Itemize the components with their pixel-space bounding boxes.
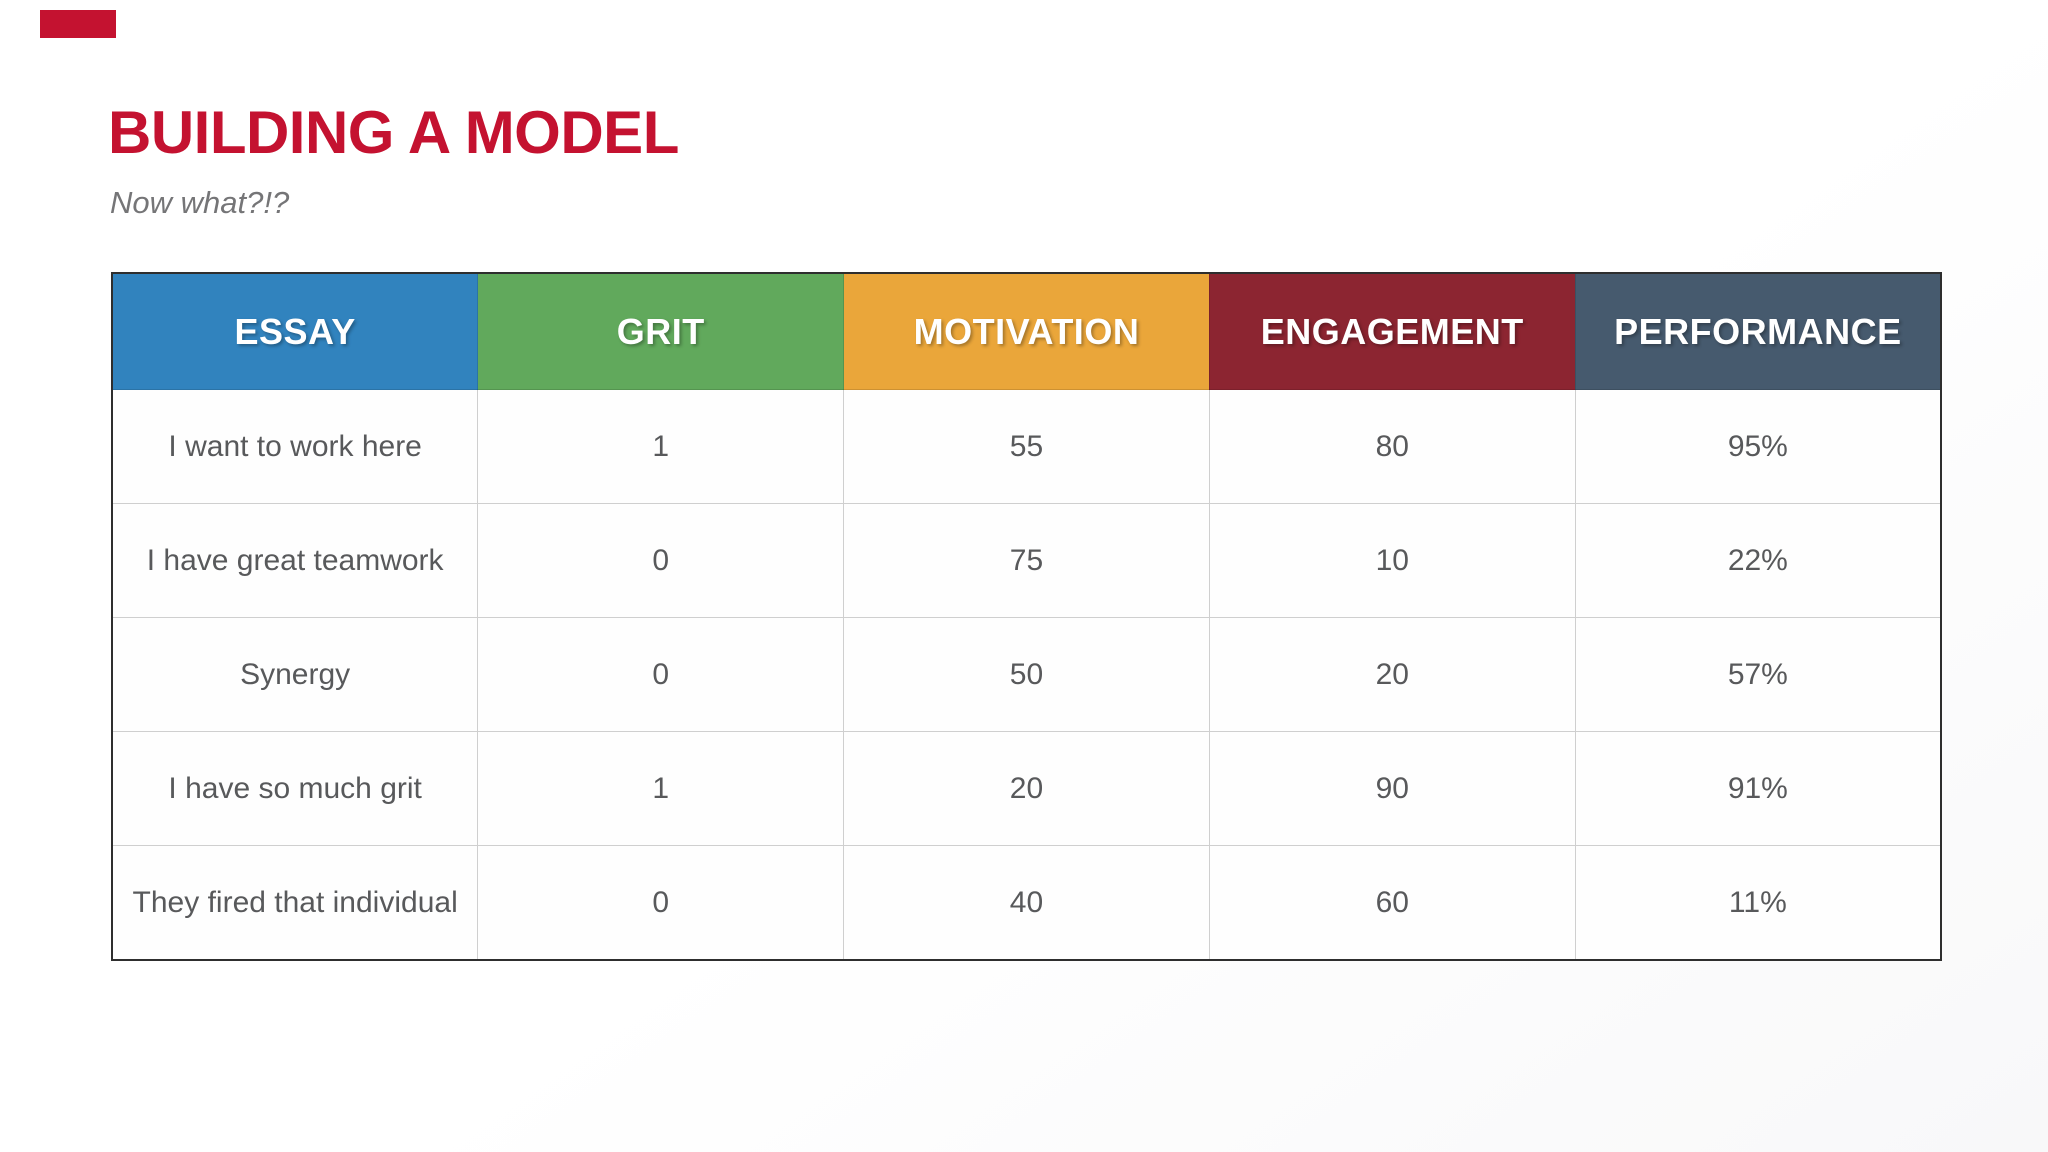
red-corner-mark [40,10,116,38]
table-body: I want to work here 1 55 80 95% I have g… [111,389,1942,961]
engagement-cell: 90 [1208,731,1576,846]
table-row: Synergy 0 50 20 57% [111,617,1942,732]
essay-cell: I have great teamwork [111,503,479,618]
engagement-cell: 80 [1208,389,1576,504]
slide-title: BUILDING A MODEL [108,99,679,166]
table-row: They fired that individual 0 40 60 11% [111,845,1942,961]
motivation-cell: 20 [843,731,1210,846]
grit-cell: 0 [477,845,845,961]
motivation-cell: 75 [843,503,1210,618]
engagement-cell: 10 [1208,503,1576,618]
table-row: I have great teamwork 0 75 10 22% [111,503,1942,618]
column-header-grit: GRIT [477,272,845,390]
motivation-cell: 40 [843,845,1210,961]
performance-cell: 95% [1574,389,1942,504]
motivation-cell: 50 [843,617,1210,732]
performance-cell: 91% [1574,731,1942,846]
performance-cell: 57% [1574,617,1942,732]
grit-cell: 1 [477,389,845,504]
slide-subtitle: Now what?!? [110,185,290,220]
table-row: I have so much grit 1 20 90 91% [111,731,1942,846]
engagement-cell: 20 [1208,617,1576,732]
essay-cell: I have so much grit [111,731,479,846]
column-header-engagement: ENGAGEMENT [1208,272,1576,390]
grit-cell: 0 [477,503,845,618]
engagement-cell: 60 [1208,845,1576,961]
essay-cell: Synergy [111,617,479,732]
table-row: I want to work here 1 55 80 95% [111,389,1942,504]
model-data-table: ESSAY GRIT MOTIVATION ENGAGEMENT PERFORM… [111,272,1942,961]
column-header-essay: ESSAY [111,272,479,390]
table-header: ESSAY GRIT MOTIVATION ENGAGEMENT PERFORM… [111,272,1942,390]
grit-cell: 1 [477,731,845,846]
essay-cell: They fired that individual [111,845,479,961]
essay-cell: I want to work here [111,389,479,504]
column-header-motivation: MOTIVATION [843,272,1210,390]
performance-cell: 22% [1574,503,1942,618]
motivation-cell: 55 [843,389,1210,504]
grit-cell: 0 [477,617,845,732]
header-row: ESSAY GRIT MOTIVATION ENGAGEMENT PERFORM… [111,272,1942,390]
performance-cell: 11% [1574,845,1942,961]
column-header-performance: PERFORMANCE [1574,272,1942,390]
